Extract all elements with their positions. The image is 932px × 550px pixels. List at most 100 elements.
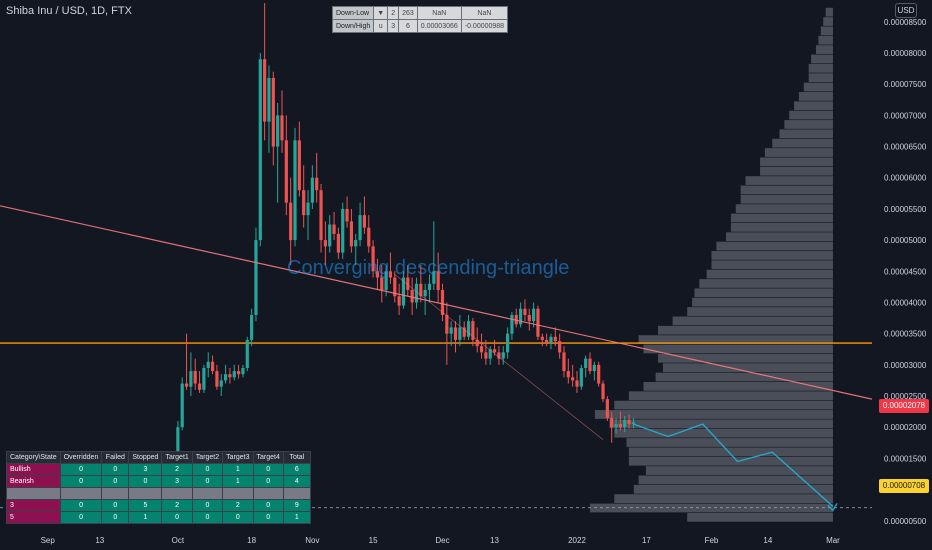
candle-body	[358, 215, 362, 241]
candle-body	[336, 233, 340, 253]
volume-profile-bar	[692, 297, 833, 307]
candle-body	[306, 202, 310, 216]
candle-body	[610, 417, 614, 428]
candle-body	[232, 371, 236, 378]
info-table-cell: u	[373, 19, 389, 33]
candle-body	[367, 227, 371, 247]
candle-body	[371, 246, 375, 272]
candle-body	[388, 271, 393, 278]
candle-body	[341, 208, 345, 253]
stats-value-cell	[282, 487, 311, 500]
candle-body	[558, 341, 562, 353]
candle-body	[501, 352, 505, 359]
stats-value-cell: 0	[59, 463, 103, 476]
candle-body	[250, 314, 254, 340]
candle-body	[462, 327, 466, 337]
stats-header-cell: Stopped	[128, 451, 163, 464]
stats-value-cell	[161, 487, 193, 500]
candle-body	[614, 424, 618, 428]
volume-profile-bar	[699, 279, 833, 288]
volume-profile-bar	[811, 54, 833, 64]
candle-body	[302, 190, 306, 216]
y-tick-label: 0.00007500	[884, 80, 927, 89]
candle-body	[505, 333, 510, 353]
candle-body	[588, 358, 592, 372]
candle-body	[479, 346, 484, 353]
candle-body	[518, 308, 523, 325]
stats-value-cell: 0	[252, 499, 284, 512]
candle-body	[210, 361, 215, 372]
candle-body	[276, 115, 280, 147]
stats-value-cell: 0	[59, 511, 103, 524]
x-tick-label: 2022	[568, 536, 586, 545]
y-tick-label: 0.00008000	[884, 49, 927, 58]
candle-body	[349, 221, 354, 247]
y-tick-label: 0.00002000	[884, 423, 927, 432]
stats-value-cell: 0	[101, 499, 130, 512]
stats-value-cell: 0	[101, 511, 130, 524]
stats-category-cell: 3	[6, 499, 61, 512]
volume-profile-bar	[730, 222, 833, 232]
stats-category-cell: 5	[6, 511, 61, 524]
volume-profile-bar	[711, 251, 833, 260]
stats-header-cell: Failed	[101, 451, 130, 464]
candle-body	[562, 352, 566, 372]
stats-value-cell: 1	[282, 511, 311, 524]
candle-body	[497, 352, 501, 359]
stats-header-cell: Target4	[252, 451, 284, 464]
volume-profile-bar	[706, 269, 833, 279]
candle-body	[271, 77, 275, 147]
candle-body	[488, 349, 492, 359]
candle-body	[549, 336, 553, 344]
volume-profile-bar	[818, 35, 833, 45]
stats-value-cell: 4	[282, 475, 311, 488]
candle-body	[423, 290, 427, 297]
candle-body	[189, 371, 193, 387]
x-tick-label: Oct	[172, 536, 185, 545]
y-tick-label: 0.00006000	[884, 174, 927, 183]
candle-body	[310, 177, 314, 203]
volume-profile-bar	[808, 73, 833, 83]
stats-value-cell: 9	[282, 499, 311, 512]
candle-body	[401, 277, 406, 306]
stats-value-cell: 0	[59, 475, 103, 488]
candle-body	[510, 314, 514, 334]
stats-row	[6, 487, 311, 500]
stats-value-cell: 6	[282, 463, 311, 476]
candle-body	[627, 419, 631, 425]
stats-value-cell: 1	[222, 463, 254, 476]
stats-row: Bullish 0 0 3 2 0 1 0 6	[6, 463, 311, 476]
volume-profile-bar	[626, 438, 833, 447]
trendline-lower	[394, 274, 604, 440]
volume-profile-bar	[803, 82, 833, 92]
volume-profile-bar	[687, 307, 833, 316]
currency-label[interactable]: USD	[895, 3, 917, 18]
info-table-cell: ▼	[373, 6, 389, 20]
candle-body	[245, 339, 249, 368]
stats-value-cell: 1	[222, 475, 254, 488]
x-tick-label: 15	[369, 536, 378, 545]
pattern-info-table: Down-Low ▼ 2 263 NaN NaN Down/High u 3 6 0.0000306…	[331, 6, 509, 33]
stats-value-cell: 1	[128, 511, 163, 524]
candle-body	[197, 383, 202, 390]
volume-profile-bar	[825, 7, 833, 17]
volume-profile-bar	[730, 213, 833, 223]
volume-profile-bar	[614, 494, 833, 504]
stats-value-cell: 0	[59, 499, 103, 512]
candle-body	[176, 427, 180, 468]
candle-body	[527, 314, 531, 322]
volume-profile-bar	[694, 288, 833, 298]
volume-profile-bar	[820, 26, 833, 36]
volume-profile-bar	[643, 381, 833, 391]
candle-body	[184, 383, 189, 387]
candle-body	[540, 336, 544, 340]
stats-header-cell: Target2	[191, 451, 224, 464]
stats-value-cell: 0	[161, 511, 193, 524]
x-tick-label: Dec	[435, 536, 449, 545]
volume-profile-bar	[643, 344, 833, 354]
info-table-cell: 3	[387, 19, 400, 33]
y-tick-label: 0.00007000	[884, 111, 927, 120]
candle-body	[228, 374, 232, 378]
stats-value-cell	[252, 487, 284, 500]
